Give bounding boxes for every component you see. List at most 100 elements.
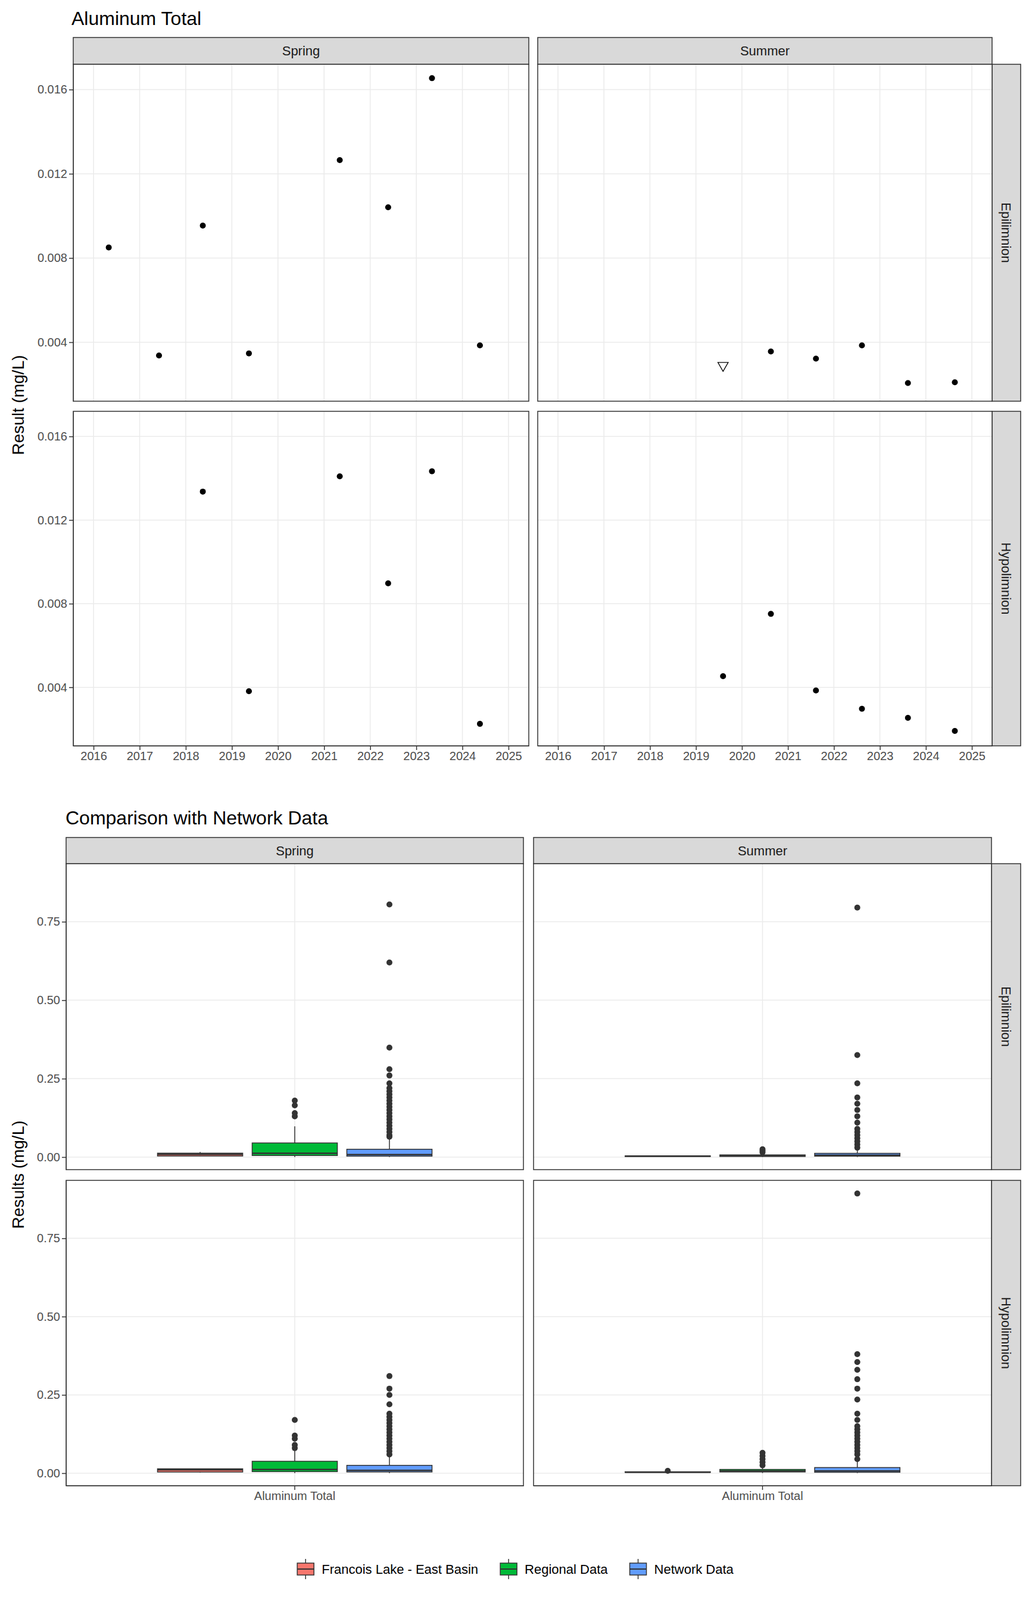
- tick: 0.016: [37, 429, 74, 444]
- panel-background: [66, 864, 524, 1171]
- grid-line: [787, 64, 789, 402]
- grid-line: [185, 64, 187, 402]
- marks: [625, 905, 901, 1158]
- outlier: [386, 1073, 393, 1080]
- tick: 0.016: [37, 82, 74, 96]
- tick-mark: [69, 257, 74, 260]
- tick: 2021: [774, 746, 802, 763]
- median: [251, 1469, 338, 1471]
- legend-key: [500, 1563, 517, 1576]
- panel-background: [537, 64, 993, 402]
- grid-line: [741, 411, 743, 747]
- whisker: [388, 1138, 391, 1150]
- median: [346, 1154, 432, 1156]
- grid-line: [369, 411, 371, 747]
- legend-key: [630, 1563, 647, 1576]
- outlier: [854, 1101, 861, 1108]
- tick: 2025: [958, 746, 986, 763]
- grid-line: [73, 89, 529, 91]
- grid-line: [537, 173, 993, 175]
- tick-label: 2018: [172, 749, 200, 763]
- tick-mark: [61, 1079, 67, 1081]
- tick-label: 0.008: [37, 597, 68, 611]
- tick-label: 2025: [958, 749, 986, 763]
- point: [858, 706, 865, 713]
- grid-line: [537, 257, 993, 260]
- point: [245, 350, 252, 357]
- point: [476, 342, 483, 349]
- grid-line: [73, 603, 529, 605]
- grid-line: [507, 411, 510, 747]
- tick: 2017: [126, 746, 154, 763]
- tick: 0.004: [37, 335, 74, 349]
- grid-line: [73, 519, 529, 522]
- strip-label: Epilimnion: [998, 986, 1014, 1048]
- box: [251, 1461, 338, 1473]
- point: [719, 673, 726, 680]
- strip-label: Epilimnion: [998, 202, 1014, 264]
- median: [719, 1470, 806, 1473]
- panel: [73, 411, 529, 747]
- tick-label: 2016: [80, 749, 108, 763]
- box: [625, 1155, 711, 1158]
- tick: 0.75: [36, 1232, 67, 1246]
- outlier: [386, 1066, 393, 1073]
- tick-label: Aluminum Total: [254, 1489, 336, 1504]
- point: [951, 728, 958, 735]
- tick-label: 2021: [774, 749, 802, 763]
- panel-border: [537, 411, 993, 747]
- point: [905, 715, 912, 722]
- point: [200, 488, 207, 495]
- grid-line: [925, 411, 927, 747]
- strip: [537, 37, 993, 65]
- point: [428, 75, 435, 81]
- legend-item: Network Data: [630, 1559, 735, 1580]
- tick-label: 2023: [867, 749, 894, 763]
- tick: 2019: [683, 746, 710, 763]
- outlier: [854, 1386, 861, 1393]
- grid-line: [762, 1180, 764, 1487]
- grid-line: [925, 64, 927, 402]
- strip: [533, 837, 992, 865]
- grid-line: [277, 64, 279, 402]
- tick: 0.75: [36, 915, 67, 929]
- tick-mark: [69, 687, 74, 689]
- grid-line: [415, 64, 417, 402]
- outlier: [386, 902, 393, 909]
- tick: 2022: [821, 746, 848, 763]
- tick: 0.008: [37, 251, 74, 265]
- box: [157, 1153, 243, 1157]
- panel: [73, 64, 529, 402]
- tick: 0.008: [37, 597, 74, 611]
- grid-line: [507, 64, 510, 402]
- tick: 0.012: [37, 167, 74, 181]
- legend-item: Francois Lake - East Basin: [297, 1559, 479, 1580]
- outlier: [854, 1113, 861, 1120]
- grid-line: [787, 411, 789, 747]
- strip: [73, 37, 529, 65]
- tick-mark: [61, 1473, 67, 1476]
- axis-line: [73, 746, 530, 747]
- tick-mark: [61, 1000, 67, 1002]
- tick-label: 0.75: [36, 915, 61, 929]
- outlier: [386, 1386, 393, 1393]
- point: [718, 362, 729, 372]
- tick-label: 0.25: [36, 1388, 61, 1402]
- outlier: [854, 1376, 861, 1383]
- outlier: [854, 1423, 861, 1430]
- tick: 2020: [728, 746, 756, 763]
- strip: [991, 864, 1021, 1171]
- legend-key-median: [630, 1569, 647, 1571]
- tick: 0.50: [36, 993, 67, 1007]
- grid-line: [971, 64, 973, 402]
- panel-border: [537, 64, 993, 402]
- tick-mark: [61, 1238, 67, 1240]
- y-axis-title: Results (mg/L): [8, 1120, 28, 1230]
- grid-line: [833, 64, 835, 402]
- outlier: [854, 1052, 861, 1059]
- outlier: [291, 1110, 298, 1117]
- grid-line: [73, 173, 529, 175]
- x-axis: Aluminum Total: [66, 1486, 525, 1504]
- tick-label: 0.004: [37, 681, 68, 695]
- legend: Francois Lake - East BasinRegional DataN…: [297, 1559, 734, 1580]
